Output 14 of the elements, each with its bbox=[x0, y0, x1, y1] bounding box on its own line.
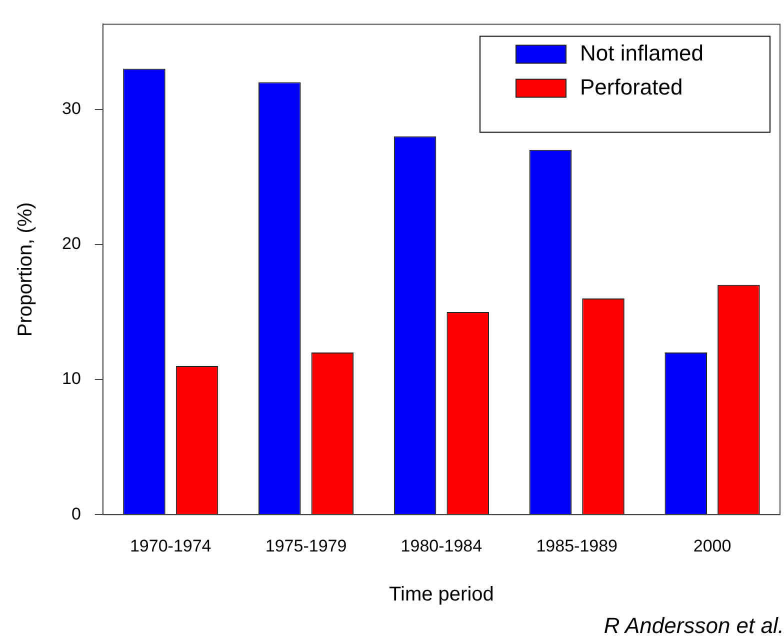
text: R Andersson et al. bbox=[604, 613, 784, 639]
legend-label: Perforated bbox=[580, 74, 683, 100]
y-tick-label: 0 bbox=[71, 504, 81, 524]
y-tick-label: 30 bbox=[62, 99, 81, 118]
x-tick-label: 1980-1984 bbox=[400, 536, 482, 556]
x-axis-title: Time period bbox=[389, 584, 494, 606]
x-tick-label: 1975-1979 bbox=[265, 536, 347, 556]
y-tick-label: 10 bbox=[62, 369, 81, 388]
legend-label: Not inflamed bbox=[580, 40, 704, 66]
y-axis-title: Proportion, (%) bbox=[14, 202, 37, 337]
y-tick-label: 20 bbox=[62, 234, 81, 254]
x-tick-label: 2000 bbox=[693, 536, 732, 556]
x-tick-label: 1970-1974 bbox=[130, 536, 212, 556]
x-tick-label: 1985-1989 bbox=[536, 536, 618, 556]
